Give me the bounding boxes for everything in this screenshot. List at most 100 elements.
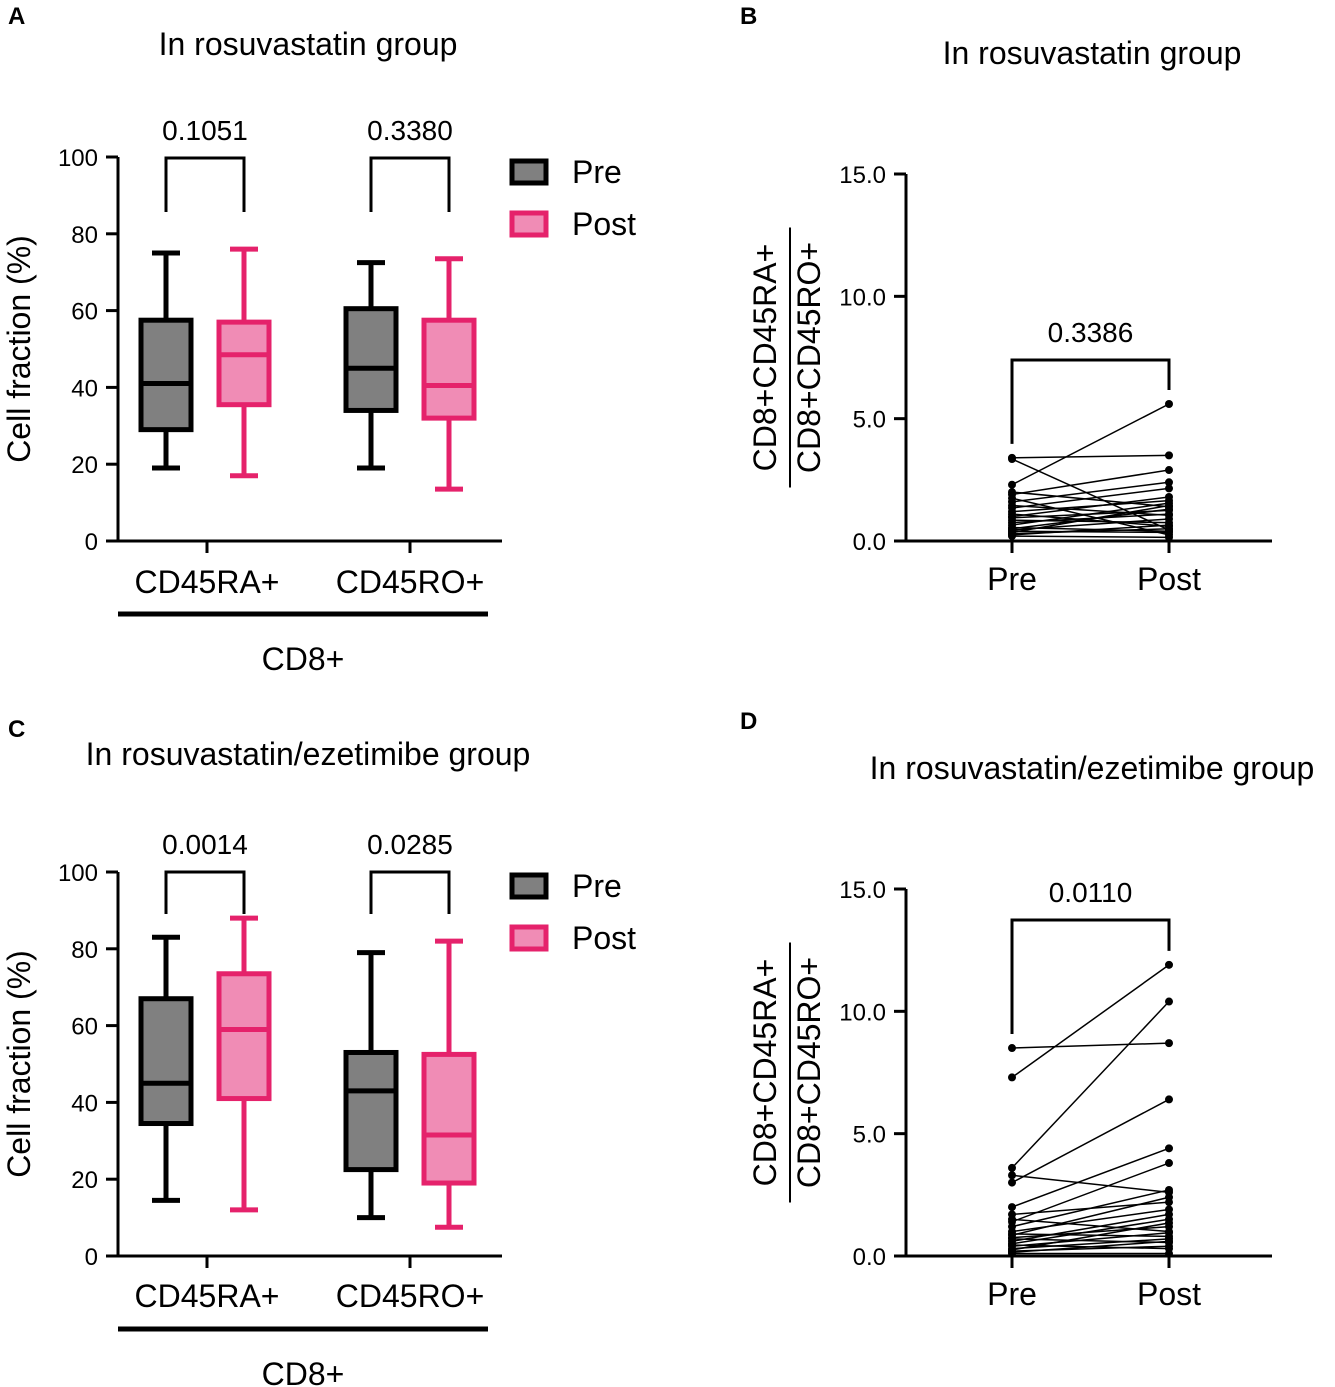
pair-line	[1011, 504, 1170, 517]
data-point-post	[1165, 1193, 1173, 1202]
pair-line	[1011, 1174, 1170, 1194]
pair-line	[1011, 496, 1170, 518]
box-iqr	[343, 306, 399, 413]
pair-line	[1011, 504, 1170, 534]
y-tick-label: 100	[58, 145, 98, 172]
y-tick-label: 40	[71, 1090, 98, 1117]
legend-label-post: Post	[572, 920, 636, 956]
legend-swatch-pre	[509, 872, 549, 900]
box-iqr	[216, 971, 272, 1102]
y-tick-label: 15.0	[839, 877, 886, 904]
y-tick-label: 5.0	[853, 407, 886, 434]
y-tick-label: 60	[71, 299, 98, 326]
box-cd45ro-pre	[343, 260, 399, 471]
pair-line	[1011, 454, 1170, 459]
p-value-label: 0.3386	[1048, 317, 1134, 348]
pair-line	[1011, 1196, 1170, 1236]
box-cd45ra-pre	[138, 934, 194, 1203]
legend-label-post: Post	[572, 206, 636, 242]
category-label: Post	[1137, 1276, 1201, 1312]
data-point-post	[1165, 478, 1173, 487]
pair-line	[1011, 1162, 1170, 1223]
p-value-label: 0.3380	[367, 115, 453, 146]
pair-line	[1011, 524, 1170, 536]
subject-pair	[1008, 997, 1173, 1172]
y-tick-label: 40	[71, 375, 98, 402]
pair-line	[1011, 1042, 1170, 1049]
data-point-post	[1165, 514, 1173, 523]
pair-line	[1011, 1233, 1170, 1238]
category-label: CD45RA+	[135, 1278, 280, 1314]
y-tick-label: 80	[71, 937, 98, 964]
data-point-post	[1165, 399, 1173, 408]
p-value-label: 0.1051	[162, 115, 248, 146]
box-iqr	[138, 996, 194, 1127]
data-point-post	[1165, 997, 1173, 1006]
pair-line	[1011, 487, 1170, 509]
subject-pair	[1008, 466, 1173, 499]
y-tick-label: 10.0	[839, 284, 886, 311]
data-point-post	[1165, 492, 1173, 501]
box-iqr	[421, 317, 477, 421]
y-tick-label: 20	[71, 452, 98, 479]
pair-line	[1011, 1001, 1170, 1169]
pair-line	[1011, 1238, 1170, 1250]
legend-swatch-pre	[509, 158, 549, 186]
pair-line	[1011, 491, 1170, 508]
significance-bracket	[369, 870, 451, 914]
data-point-post	[1165, 1228, 1173, 1237]
y-axis-label-numerator: CD8+CD45RA+	[747, 244, 783, 472]
y-axis-fraction: CD8+CD45RA+ CD8+CD45RO+	[747, 942, 827, 1203]
panel-d: D In rosuvastatin/ezetimibe group 0.0 5.0 10…	[740, 708, 1314, 1312]
pair-line	[1011, 1147, 1170, 1208]
data-point-post	[1165, 1095, 1173, 1104]
subject-pair	[1008, 451, 1173, 462]
data-point-pre	[1008, 1163, 1016, 1172]
pair-line	[1011, 964, 1170, 1079]
data-point-post	[1165, 521, 1173, 530]
data-point-pre	[1008, 532, 1016, 541]
y-axis-label-denominator: CD8+CD45RO+	[791, 957, 827, 1188]
subject-pair	[1008, 532, 1173, 542]
pair-line	[1011, 1213, 1170, 1243]
data-point-pre	[1008, 480, 1016, 489]
subject-pair	[1008, 1249, 1173, 1258]
data-point-post	[1165, 501, 1173, 510]
chart-title: In rosuvastatin/ezetimibe group	[870, 750, 1315, 786]
legend-label-pre: Pre	[572, 154, 622, 190]
chart-title: In rosuvastatin group	[159, 26, 458, 62]
data-point-post	[1165, 1144, 1173, 1153]
box-cd45ro-post	[421, 256, 477, 492]
pair-line	[1011, 1098, 1170, 1184]
box-cd45ra-pre	[138, 250, 194, 471]
box-cd45ra-post	[216, 246, 272, 479]
data-point-post	[1165, 1159, 1173, 1168]
category-label: Pre	[987, 1276, 1037, 1312]
data-point-pre	[1008, 1249, 1016, 1258]
panel-label: D	[740, 708, 757, 735]
legend-swatch-post	[509, 924, 549, 952]
pair-line	[1011, 403, 1170, 486]
panel-b: B In rosuvastatin group 0.0 5.0 10.0 15.0 Pre P…	[740, 3, 1272, 597]
p-value-label: 0.0285	[367, 829, 453, 860]
data-point-post	[1165, 1039, 1173, 1048]
panel-label: A	[8, 3, 25, 30]
data-point-pre	[1008, 1073, 1016, 1082]
pair-line	[1011, 1240, 1170, 1254]
category-label: Pre	[987, 561, 1037, 597]
y-tick-label: 5.0	[853, 1122, 886, 1149]
y-axis-fraction: CD8+CD45RA+ CD8+CD45RO+	[747, 227, 827, 488]
y-tick-label: 0	[85, 529, 98, 556]
box-cd45ra-post	[216, 915, 272, 1213]
y-axis-label: Cell fraction (%)	[1, 235, 37, 463]
category-label: CD45RA+	[135, 564, 280, 600]
data-point-pre	[1008, 455, 1016, 464]
significance-bracket	[1010, 358, 1171, 444]
significance-bracket	[1010, 918, 1171, 1035]
p-value-label: 0.0110	[1049, 877, 1133, 908]
significance-bracket	[164, 156, 246, 212]
pair-line	[1011, 1218, 1170, 1245]
category-label: CD45RO+	[336, 1278, 485, 1314]
significance-bracket	[369, 156, 451, 212]
subject-pair	[1008, 399, 1173, 489]
